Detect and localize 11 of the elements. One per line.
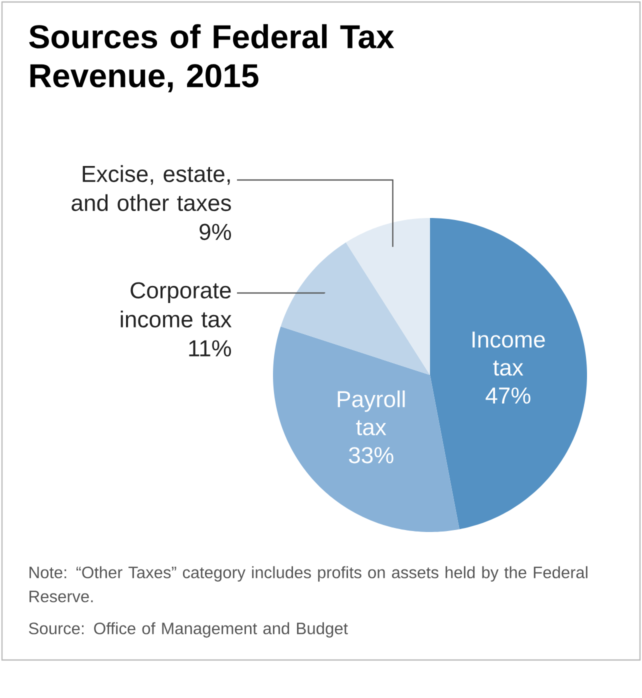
slice-label: Payroll tax bbox=[338, 390, 405, 436]
slice-label: Income tax bbox=[472, 332, 545, 376]
slice-label: Excise, estate, and other taxes bbox=[72, 165, 231, 212]
chart-title: Sources of Federal Tax Revenue, 2015 bbox=[29, 24, 394, 92]
source-note: Source: Office of Management and Budget bbox=[28, 622, 348, 638]
data-label: 11% bbox=[189, 340, 231, 356]
data-label: 9% bbox=[200, 224, 231, 240]
slice-label: Corporate income tax bbox=[120, 282, 232, 328]
text: Note: “Other Taxes” category includes profits on assets held by the Federal Reserve. bbox=[30, 566, 588, 602]
data-label: 33% bbox=[348, 447, 394, 464]
data-label: 47% bbox=[486, 387, 530, 404]
